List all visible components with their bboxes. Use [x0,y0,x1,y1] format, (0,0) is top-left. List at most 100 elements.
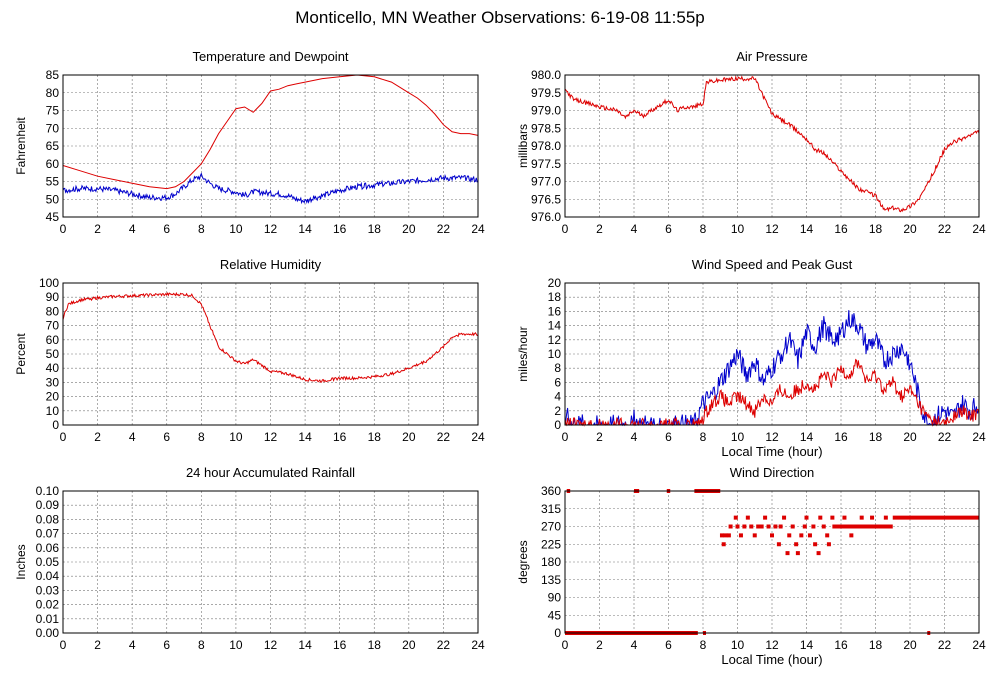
x-tick-label: 18 [869,222,883,236]
x-tick-label: 18 [869,430,883,444]
x-tick-label: 18 [368,638,382,652]
y-tick-label: 70 [46,319,60,333]
page-title: Monticello, MN Weather Observations: 6-1… [295,8,705,27]
y-tick-label: 90 [548,591,562,605]
x-tick-label: 18 [368,430,382,444]
x-tick-label: 20 [402,430,416,444]
y-tick-label: 20 [46,390,60,404]
data-point [790,524,795,529]
data-point [816,551,821,556]
plot-frame [564,490,980,634]
data-point [766,524,771,529]
x-tick-label: 0 [60,430,67,444]
x-tick-label: 14 [298,222,312,236]
data-point [795,551,800,556]
data-point [719,533,724,538]
y-tick-label: 50 [46,347,60,361]
y-tick-label: 16 [548,304,562,318]
data-point [721,542,726,547]
x-tick-label: 20 [903,430,917,444]
x-tick-label: 4 [129,222,136,236]
x-tick-label: 16 [834,222,848,236]
x-tick-label: 6 [163,638,170,652]
x-tick-label: 10 [731,430,745,444]
data-point [735,524,740,529]
data-point [849,533,854,538]
data-point [807,533,812,538]
x-tick-label: 12 [264,430,278,444]
data-point [728,524,733,529]
data-point [726,533,731,538]
y-tick-label: 80 [46,86,60,100]
y-tick-label: 270 [541,520,561,534]
x-tick-label: 20 [402,638,416,652]
plot-frame [564,74,980,218]
y-tick-label: 55 [46,175,60,189]
y-axis-label: Inches [14,544,28,579]
data-point [825,533,830,538]
x-tick-label: 14 [298,430,312,444]
y-tick-label: 980.0 [531,68,561,82]
y-tick-label: 80 [46,304,60,318]
y-tick-label: 40 [46,361,60,375]
y-tick-label: 979.5 [531,86,561,100]
y-tick-label: 6 [554,375,561,389]
x-tick-label: 22 [437,638,451,652]
y-tick-label: 0 [52,418,59,432]
x-tick-label: 16 [333,430,347,444]
plot-frame [62,490,479,634]
x-tick-label: 8 [198,638,205,652]
x-tick-label: 2 [596,222,603,236]
y-tick-label: 0.02 [36,598,60,612]
y-tick-label: 100 [39,276,59,290]
x-tick-label: 4 [631,638,638,652]
data-point [776,542,781,547]
plot-frame [62,74,479,218]
chart-title: 24 hour Accumulated Rainfall [186,465,355,480]
x-tick-label: 8 [198,222,205,236]
x-tick-label: 12 [264,222,278,236]
series-line [564,310,980,427]
y-tick-label: 45 [46,210,60,224]
y-tick-label: 0.05 [36,555,60,569]
x-tick-label: 14 [298,638,312,652]
data-point [742,524,747,529]
x-tick-label: 12 [264,638,278,652]
y-tick-label: 50 [46,192,60,206]
series-line [564,75,980,213]
data-point [723,533,728,538]
y-tick-label: 18 [548,290,562,304]
x-tick-label: 4 [631,430,638,444]
y-axis-label: degrees [516,540,530,583]
chart-title: Wind Speed and Peak Gust [692,257,853,272]
x-tick-label: 6 [163,430,170,444]
data-point [811,524,816,529]
x-tick-label: 24 [972,222,986,236]
x-tick-label: 6 [163,222,170,236]
data-point [763,515,768,520]
x-tick-label: 12 [765,638,779,652]
data-point [802,524,807,529]
direction-run [892,515,979,520]
x-tick-label: 6 [665,430,672,444]
x-tick-label: 22 [437,222,451,236]
data-point [859,515,864,520]
x-tick-label: 10 [229,222,243,236]
data-point [878,524,883,529]
y-tick-label: 180 [541,555,561,569]
data-point [752,533,757,538]
x-tick-label: 10 [731,222,745,236]
y-tick-label: 85 [46,68,60,82]
y-tick-label: 0 [554,626,561,640]
chart-title: Temperature and Dewpoint [192,49,348,64]
x-tick-label: 2 [596,638,603,652]
data-point [830,515,835,520]
data-point [799,533,804,538]
x-tick-label: 10 [229,430,243,444]
x-tick-label: 22 [938,430,952,444]
x-tick-label: 16 [834,430,848,444]
y-tick-label: 0.06 [36,541,60,555]
